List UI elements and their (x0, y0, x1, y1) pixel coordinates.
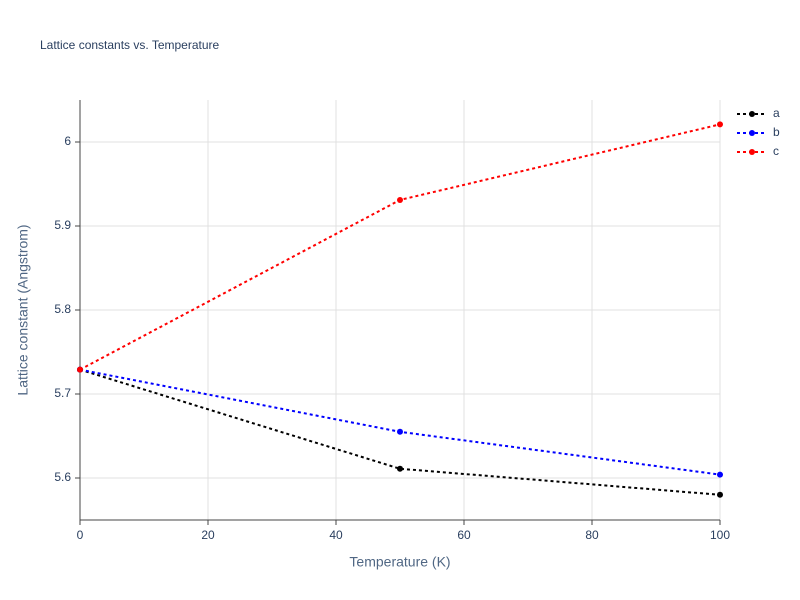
x-tick-label: 40 (329, 528, 343, 542)
data-point (717, 121, 723, 128)
legend-label: b (773, 125, 780, 139)
data-point (397, 196, 403, 203)
y-tick-label: 5.6 (54, 470, 71, 484)
data-point (397, 465, 403, 472)
legend-label: a (773, 106, 780, 120)
x-tick-label: 80 (585, 528, 599, 542)
chart-title: Lattice constants vs. Temperature (40, 38, 220, 52)
y-tick-label: 5.8 (54, 302, 71, 316)
x-tick-label: 20 (201, 528, 215, 542)
data-point (717, 491, 723, 498)
series-line (79, 368, 721, 476)
y-axis-title: Lattice constant (Angstrom) (15, 224, 31, 395)
data-point (77, 366, 83, 373)
x-tick-label: 0 (77, 528, 84, 542)
y-tick-label: 6 (64, 134, 71, 148)
data-point (717, 471, 723, 478)
y-tick-label: 5.7 (54, 386, 71, 400)
x-tick-label: 60 (457, 528, 471, 542)
data-point (397, 428, 403, 435)
y-tick-label: 5.9 (54, 218, 71, 232)
x-tick-label: 100 (710, 528, 730, 542)
x-axis-title: Temperature (K) (349, 554, 450, 570)
legend-marker (749, 130, 755, 136)
series-line (79, 123, 721, 371)
legend-marker (749, 111, 755, 117)
legend-label: c (773, 144, 779, 158)
legend-marker (749, 149, 755, 155)
